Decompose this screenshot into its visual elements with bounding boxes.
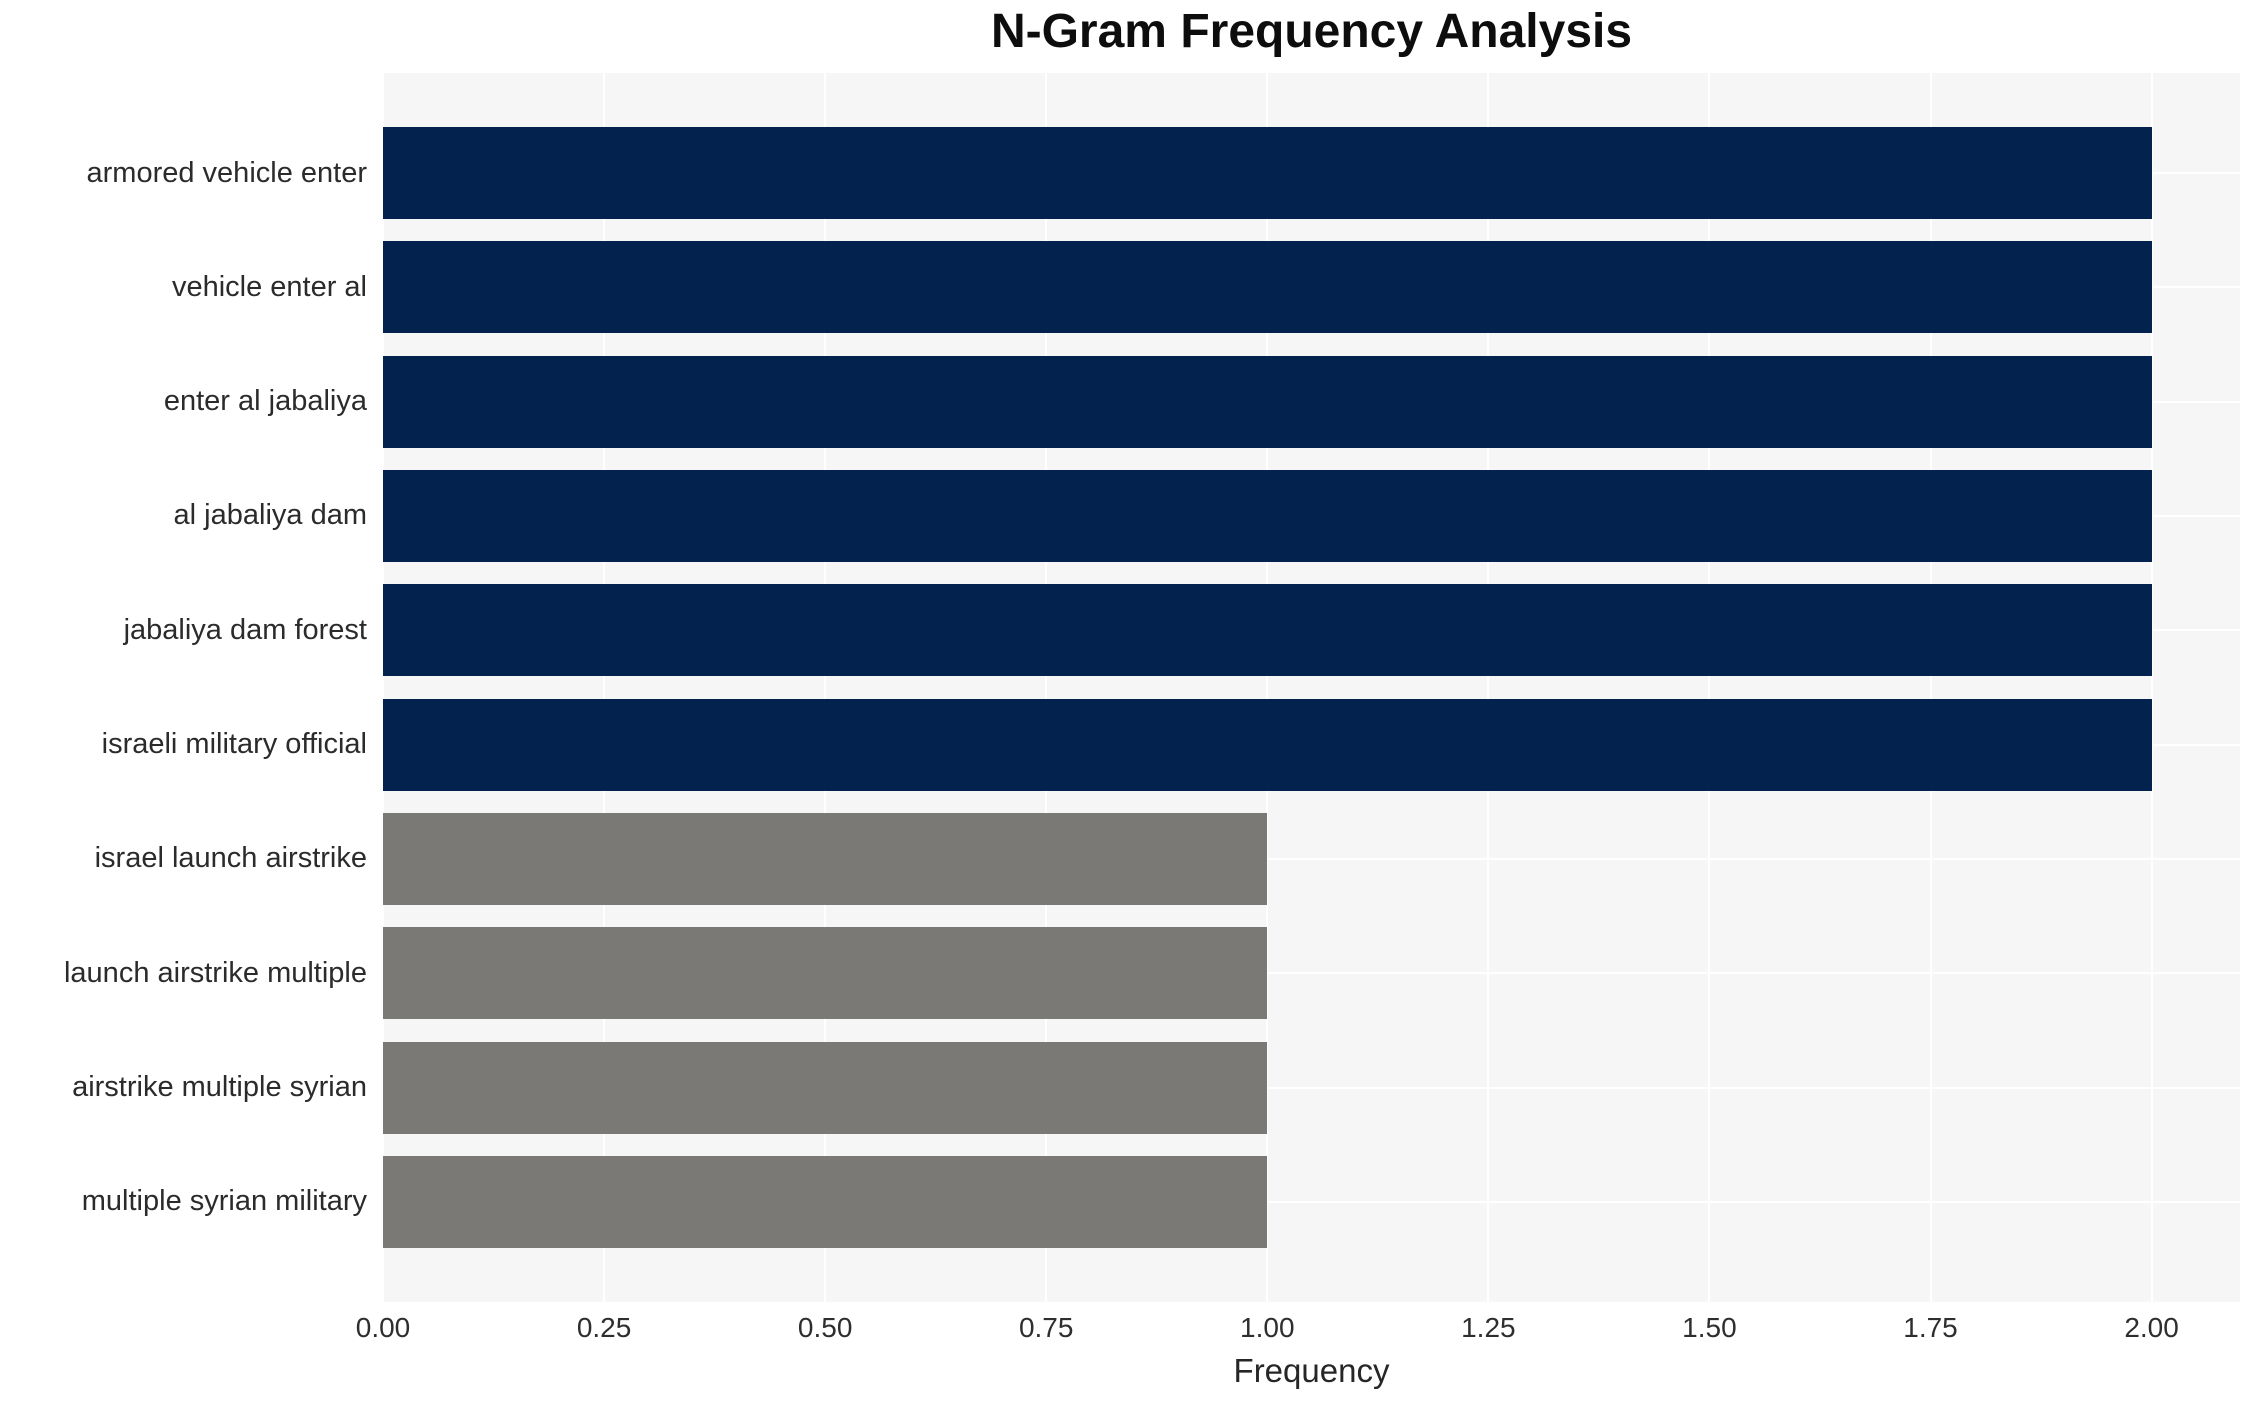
vertical-gridline <box>382 73 384 1302</box>
vertical-gridline <box>1266 73 1269 1302</box>
y-axis-label: israeli military official <box>101 728 367 761</box>
horizontal-gridline <box>383 1200 2240 1203</box>
vertical-gridline <box>824 73 827 1302</box>
horizontal-gridline <box>383 857 2240 860</box>
x-tick-label: 0.50 <box>797 1312 853 1343</box>
x-tick-label: 0.00 <box>355 1312 411 1343</box>
chart-title: N-Gram Frequency Analysis <box>990 5 1633 58</box>
x-tick-label: 1.25 <box>1461 1312 1516 1343</box>
x-tick-label: 1.75 <box>1903 1312 1958 1343</box>
x-tick-label: 0.75 <box>1018 1312 1074 1343</box>
y-axis-label: multiple syrian military <box>81 1185 367 1218</box>
vertical-gridline <box>1708 73 1711 1302</box>
bar-vehicle-enter-al <box>383 241 2152 334</box>
bar-enter-al-jabaliya <box>383 355 2152 448</box>
bar-israel-launch-airstrike <box>383 812 1268 905</box>
y-axis-label: israel launch airstrike <box>94 842 367 875</box>
bar-launch-airstrike-multiple <box>383 927 1268 1020</box>
y-axis-label: armored vehicle enter <box>86 156 367 189</box>
horizontal-gridline <box>383 972 2240 975</box>
x-tick-label: 0.25 <box>576 1312 632 1343</box>
bar-multiple-syrian-military <box>383 1155 1268 1248</box>
y-axis-label: airstrike multiple syrian <box>72 1071 367 1104</box>
horizontal-gridline <box>383 1086 2240 1089</box>
plot-area <box>382 73 2240 1302</box>
vertical-gridline <box>1045 73 1048 1302</box>
x-tick-label: 1.50 <box>1682 1312 1737 1343</box>
bar-airstrike-multiple-syrian <box>383 1041 1268 1134</box>
vertical-gridline <box>1487 73 1490 1302</box>
vertical-gridline <box>1929 73 1932 1302</box>
x-tick-label: 2.00 <box>2124 1312 2179 1343</box>
bar-armored-vehicle-enter <box>383 127 2152 219</box>
vertical-gridline <box>2150 73 2153 1302</box>
x-axis-title: Frequency <box>1233 1352 1390 1389</box>
bar-al-jabaliya-dam <box>383 469 2152 562</box>
y-axis-label: launch airstrike multiple <box>63 956 367 989</box>
y-axis-label: enter al jabaliya <box>163 385 367 418</box>
y-axis-label: vehicle enter al <box>171 270 367 303</box>
bar-jabaliya-dam-forest <box>383 584 2152 677</box>
bar-israeli-military-official <box>383 698 2152 791</box>
y-axis-label: al jabaliya dam <box>173 499 367 532</box>
vertical-gridline <box>603 73 606 1302</box>
x-tick-label: 1.00 <box>1240 1312 1295 1343</box>
y-axis-label: jabaliya dam forest <box>123 613 367 646</box>
